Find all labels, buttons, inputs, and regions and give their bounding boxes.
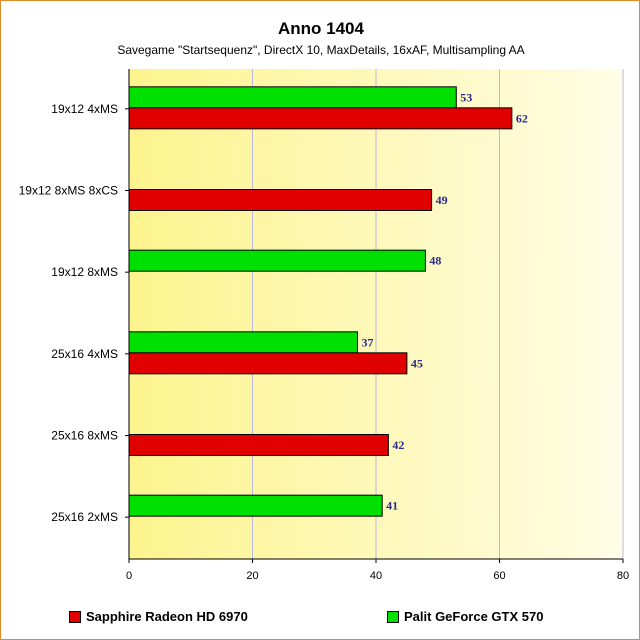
data-label-radeon-0: 62 — [516, 111, 528, 125]
chart-subtitle: Savegame "Startsequenz", DirectX 10, Max… — [117, 43, 525, 57]
x-tick-label-3: 60 — [493, 570, 505, 582]
x-tick-label-0: 0 — [126, 570, 132, 582]
category-label-3: 25x16 4xMS — [51, 347, 118, 361]
category-label-1: 19x12 8xMS 8xCS — [19, 184, 118, 198]
data-label-geforce-2: 48 — [429, 254, 441, 268]
bar-radeon-3 — [128, 352, 408, 375]
bar-geforce-5 — [128, 494, 383, 517]
x-axis: 0 20 40 60 80 — [126, 69, 629, 582]
legend-item-radeon: Sapphire Radeon HD 6970 — [69, 609, 248, 624]
category-label-4: 25x16 8xMS — [51, 429, 118, 443]
bar-radeon-4 — [128, 434, 389, 456]
category-labels: 19x12 4xMS 19x12 8xMS 8xCS 19x12 8xMS 25x16… — [19, 102, 129, 524]
bar-geforce-3 — [128, 331, 358, 354]
data-label-radeon-1: 49 — [436, 193, 448, 207]
category-label-2: 19x12 8xMS — [51, 265, 118, 279]
bar-geforce-0 — [128, 86, 457, 109]
legend-label-geforce: Palit GeForce GTX 570 — [404, 609, 544, 624]
grid-lines — [252, 69, 624, 559]
bar-radeon-1 — [128, 189, 433, 211]
data-label-geforce-0: 53 — [460, 90, 472, 104]
data-label-radeon-3: 45 — [411, 356, 423, 370]
bar-radeon-0 — [128, 107, 513, 130]
legend-item-geforce: Palit GeForce GTX 570 — [387, 609, 543, 624]
data-label-geforce-3: 37 — [361, 335, 373, 349]
legend-swatch-radeon — [69, 610, 81, 623]
bar-geforce-2 — [128, 249, 426, 272]
x-tick-label-4: 80 — [617, 570, 629, 582]
chart-title: Anno 1404 — [278, 19, 364, 38]
category-label-0: 19x12 4xMS — [51, 102, 118, 116]
x-tick-label-1: 20 — [246, 570, 258, 582]
bars: 53 62 49 48 37 45 42 41 — [128, 86, 528, 517]
legend-label-radeon: Sapphire Radeon HD 6970 — [86, 609, 248, 624]
category-label-5: 25x16 2xMS — [51, 510, 118, 524]
data-label-radeon-4: 42 — [392, 438, 404, 452]
data-label-geforce-5: 41 — [386, 499, 398, 513]
legend: Sapphire Radeon HD 6970 Palit GeForce GT… — [1, 609, 640, 629]
bar-chart: 53 62 49 48 37 45 42 41 19x12 4xMS 19x12 8xMS 8x… — [19, 69, 629, 582]
legend-swatch-geforce — [387, 610, 399, 623]
x-tick-label-2: 40 — [370, 570, 382, 582]
